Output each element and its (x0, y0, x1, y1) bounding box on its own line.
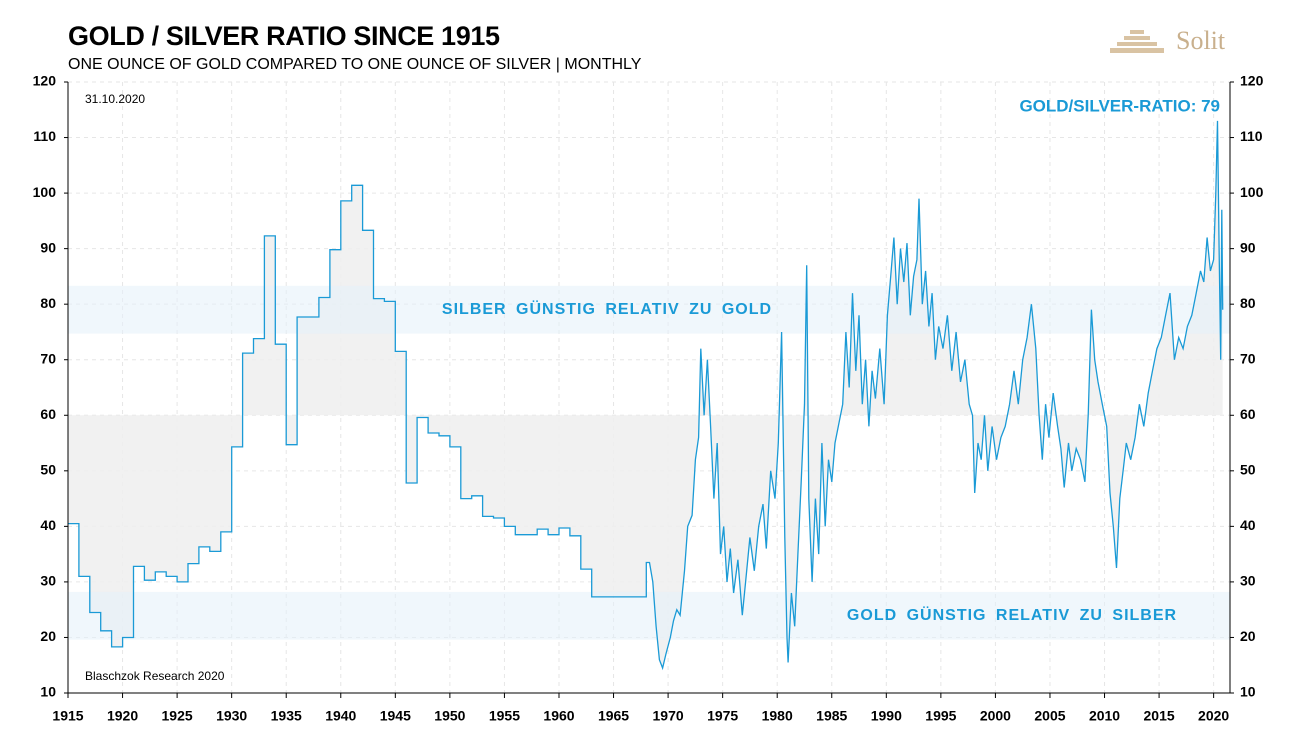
y-tick-label: 30 (40, 573, 56, 589)
y2-tick-label: 100 (1240, 184, 1264, 200)
y-tick-label: 40 (40, 517, 56, 533)
y2-tick-label: 120 (1240, 73, 1264, 89)
y-tick-label: 60 (40, 406, 56, 422)
x-tick-label: 2005 (1034, 708, 1065, 724)
y2-tick-label: 40 (1240, 517, 1256, 533)
x-tick-label: 1930 (216, 708, 247, 724)
y2-tick-label: 70 (1240, 350, 1256, 366)
chart-subtitle: ONE OUNCE OF GOLD COMPARED TO ONE OUNCE … (68, 56, 642, 73)
x-tick-label: 1990 (871, 708, 902, 724)
y2-tick-label: 20 (1240, 628, 1256, 644)
x-tick-label: 1925 (162, 708, 193, 724)
source: Blaschzok Research 2020 (85, 669, 225, 683)
x-tick-label: 1935 (271, 708, 302, 724)
latest-label: GOLD/SILVER-RATIO: 79 (1019, 96, 1220, 115)
y2-tick-label: 110 (1240, 128, 1263, 144)
shading (68, 120, 1223, 668)
x-tick-label: 1950 (434, 708, 465, 724)
logo-icon (1110, 30, 1164, 53)
x-tick-label: 2010 (1089, 708, 1120, 724)
y-tick-label: 90 (40, 239, 56, 255)
y2-tick-label: 50 (1240, 462, 1256, 478)
y2-tick-label: 90 (1240, 239, 1256, 255)
x-tick-label: 2015 (1144, 708, 1175, 724)
x-tick-label: 1985 (816, 708, 847, 724)
x-tick-label: 1940 (325, 708, 356, 724)
x-tick-label: 1945 (380, 708, 411, 724)
y-tick-label: 20 (40, 628, 56, 644)
x-tick-label: 2000 (980, 708, 1011, 724)
y2-tick-label: 10 (1240, 684, 1256, 700)
y-tick-label: 80 (40, 295, 56, 311)
y2-tick-label: 80 (1240, 295, 1256, 311)
x-tick-label: 1955 (489, 708, 520, 724)
logo-text: Solit (1176, 26, 1226, 55)
date: 31.10.2020 (85, 92, 145, 106)
x-tick-label: 1995 (925, 708, 956, 724)
band-label: SILBER GÜNSTIG RELATIV ZU GOLD (442, 299, 772, 318)
x-tick-label: 1975 (707, 708, 738, 724)
y-tick-label: 100 (33, 184, 57, 200)
chart-title: GOLD / SILVER RATIO SINCE 1915 (68, 21, 500, 51)
y-tick-label: 70 (40, 350, 56, 366)
y2-tick-label: 60 (1240, 406, 1256, 422)
band (68, 591, 1230, 640)
x-tick-label: 1920 (107, 708, 138, 724)
x-tick-label: 1915 (52, 708, 83, 724)
x-tick-label: 1960 (543, 708, 574, 724)
y-tick-label: 50 (40, 462, 56, 478)
band-label: GOLD GÜNSTIG RELATIV ZU SILBER (847, 605, 1177, 624)
y-tick-label: 10 (40, 684, 56, 700)
x-tick-label: 1980 (762, 708, 793, 724)
band (68, 285, 1230, 334)
series-line (68, 120, 1224, 671)
x-tick-label: 1965 (598, 708, 629, 724)
y-tick-label: 120 (33, 73, 57, 89)
y2-tick-label: 30 (1240, 573, 1256, 589)
y-tick-label: 110 (33, 128, 56, 144)
x-tick-label: 1970 (653, 708, 684, 724)
x-tick-label: 2020 (1198, 708, 1229, 724)
